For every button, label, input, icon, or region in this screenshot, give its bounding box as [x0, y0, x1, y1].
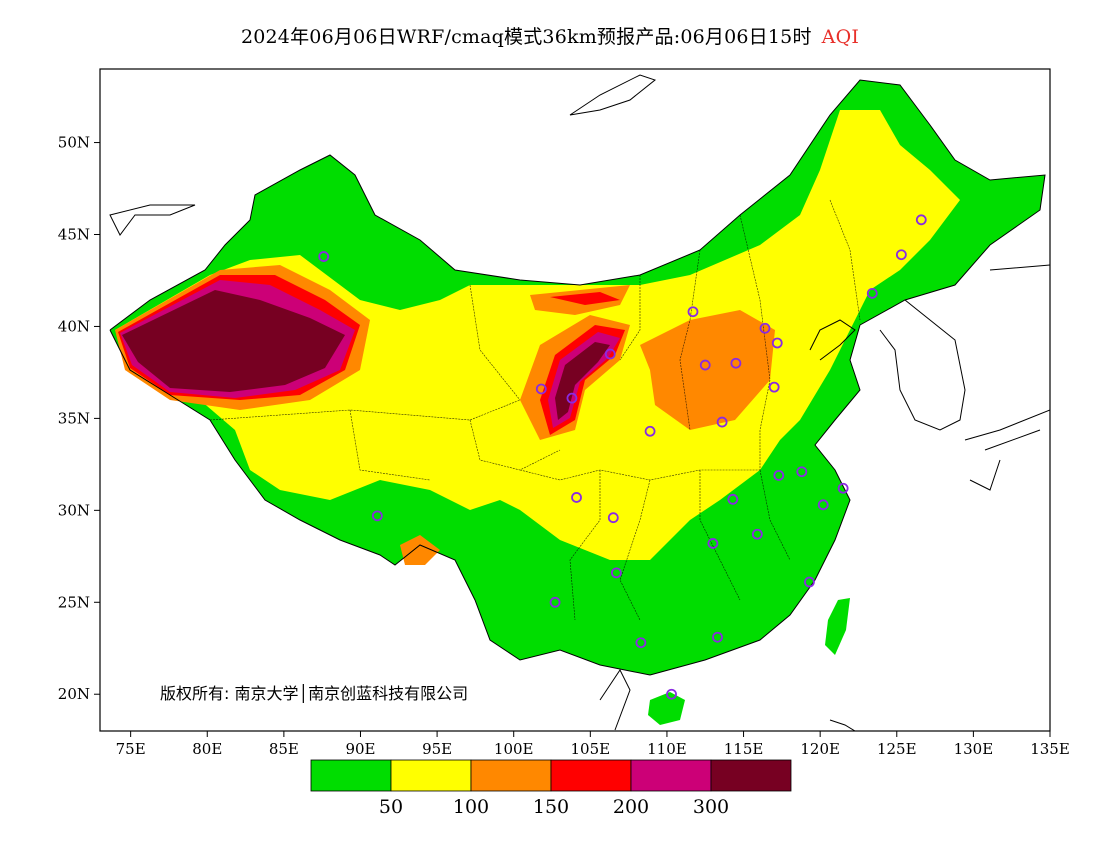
province-lines — [209, 199, 861, 621]
station-marker — [604, 348, 616, 360]
station-markers — [318, 214, 927, 700]
island-hainan — [648, 692, 685, 725]
station-marker — [759, 322, 771, 334]
station-marker — [915, 214, 927, 226]
lon-tick-label: 100E — [494, 740, 534, 758]
station-marker — [866, 287, 878, 299]
legend-swatch — [310, 759, 392, 792]
legend-swatch — [390, 759, 472, 792]
station-marker — [666, 688, 677, 700]
southwest-border — [109, 329, 651, 676]
russia-coast — [569, 74, 657, 116]
legend-label: 300 — [693, 796, 729, 818]
lon-tick-label: 105E — [571, 740, 611, 758]
station-marker — [751, 528, 763, 540]
legend-label: 50 — [379, 796, 403, 818]
lat-tick-label: 25N — [58, 593, 90, 611]
latitude-axis: 20N 25N 30N 35N 40N 45N 50N — [58, 134, 100, 703]
lon-tick-label: 90E — [345, 740, 375, 758]
lon-tick-label: 125E — [877, 740, 917, 758]
aqi-legend: 50 100 150 200 300 — [310, 759, 792, 818]
lon-tick-label: 75E — [116, 740, 146, 758]
station-marker — [707, 538, 719, 549]
legend-swatch — [710, 759, 792, 792]
lon-tick-label: 120E — [800, 740, 840, 758]
station-marker — [727, 493, 739, 505]
station-marker — [804, 576, 815, 588]
region-hazardous — [122, 290, 345, 392]
station-marker — [607, 512, 619, 524]
lat-tick-label: 45N — [58, 226, 90, 244]
station-marker — [730, 357, 742, 369]
map-frame — [99, 68, 1051, 732]
product-label: AQI — [821, 26, 860, 48]
title-text: 2024年06月06日WRF/cmaq模式36km预报产品:06月06日15时 — [240, 26, 812, 48]
station-marker — [535, 383, 547, 395]
station-marker — [773, 469, 785, 481]
station-marker — [768, 381, 780, 393]
station-marker — [644, 425, 656, 437]
station-marker — [712, 631, 723, 643]
region-unhealthy-sensitive-north — [640, 310, 775, 430]
lat-tick-label: 20N — [58, 685, 90, 703]
lat-tick-label: 35N — [58, 409, 90, 427]
lat-tick-label: 30N — [58, 501, 90, 519]
copyright-notice: 版权所有: 南京大学│南京创蓝科技有限公司 — [160, 684, 469, 703]
lat-tick-label: 40N — [58, 317, 90, 335]
station-marker — [716, 416, 728, 428]
region-unhealthy-north — [550, 292, 620, 305]
station-marker — [318, 251, 330, 262]
station-marker — [371, 510, 383, 522]
legend-swatch — [470, 759, 552, 792]
lon-tick-label: 110E — [647, 740, 687, 758]
legend-label: 200 — [613, 796, 649, 818]
legend-label: 100 — [453, 796, 489, 818]
legend-label: 150 — [533, 796, 569, 818]
station-marker — [571, 492, 582, 503]
region-moderate — [115, 110, 960, 560]
station-marker — [771, 337, 783, 349]
japan-coast — [964, 264, 1050, 491]
china-border — [109, 79, 1046, 331]
longitude-axis: 75E 80E 85E 90E 95E 100E 105E 110E 115E 120E 125E 1… — [116, 731, 1070, 758]
lon-tick-label: 80E — [192, 740, 222, 758]
station-marker — [699, 359, 711, 371]
vietnam-coast — [599, 669, 631, 731]
map-title: 2024年06月06日WRF/cmaq模式36km预报产品:06月06日15时 A… — [0, 22, 1100, 49]
station-marker — [817, 499, 829, 511]
station-marker — [610, 567, 622, 579]
station-marker — [566, 392, 578, 404]
legend-swatch — [630, 759, 712, 792]
lon-tick-label: 85E — [269, 740, 299, 758]
coastline-east — [649, 324, 861, 676]
station-marker — [837, 482, 849, 494]
station-marker — [549, 596, 561, 608]
korea-coast — [879, 299, 966, 431]
region-unhealthy-sensitive-tibet — [400, 535, 440, 565]
bohai-coast — [809, 319, 856, 361]
lat-tick-label: 50N — [58, 134, 90, 152]
legend-swatch — [550, 759, 632, 792]
lon-tick-label: 115E — [724, 740, 764, 758]
station-marker — [635, 637, 647, 649]
island-taiwan — [825, 598, 850, 655]
station-marker — [796, 466, 808, 478]
station-marker — [687, 306, 699, 318]
station-marker — [895, 249, 907, 261]
kazakh-lake — [109, 204, 196, 236]
lon-tick-label: 130E — [954, 740, 994, 758]
lon-tick-label: 95E — [422, 740, 452, 758]
philippine-coast — [829, 719, 856, 731]
lon-tick-label: 135E — [1030, 740, 1070, 758]
